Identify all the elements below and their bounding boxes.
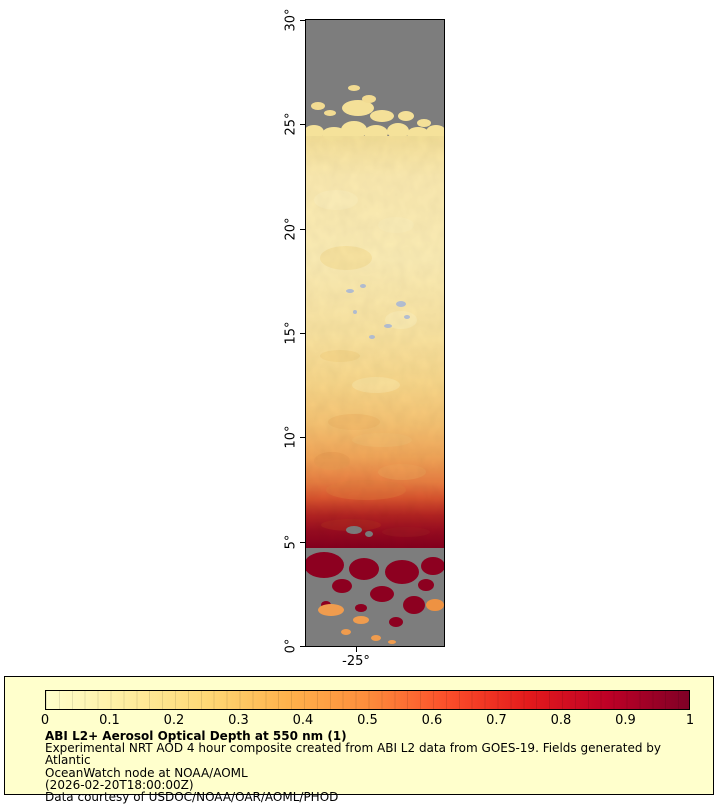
y-axis-tick-label: 30° (283, 8, 299, 32)
y-axis-tick-mark (300, 333, 305, 334)
caption-block: ABI L2+ Aerosol Optical Depth at 550 nm … (45, 730, 703, 803)
colorbar-tick-label: 0.7 (486, 713, 507, 728)
y-axis-tick-mark (300, 229, 305, 230)
y-axis-tick-label: 0° (283, 638, 299, 654)
colorbar-tick-label: 0.6 (421, 713, 443, 728)
colorbar-tick-label: 0.1 (99, 713, 120, 728)
y-axis-tick-mark (300, 124, 305, 125)
y-axis-tick-label: 5° (283, 534, 299, 550)
aod-map (305, 19, 445, 647)
y-axis-tick-label: 25° (283, 112, 299, 136)
x-axis-tick-label: -25° (342, 654, 370, 669)
colorbar-tick-label: 0.8 (550, 713, 572, 728)
caption-line: Experimental NRT AOD 4 hour composite cr… (45, 741, 661, 768)
aod-map-raster (306, 20, 444, 646)
colorbar-tick-label: 0.9 (615, 713, 636, 728)
y-axis-tick-label: 20° (283, 217, 299, 241)
colorbar-tick-label: 0.5 (357, 713, 378, 728)
y-axis-tick-mark (300, 646, 305, 647)
y-axis-tick-mark (300, 542, 305, 543)
legend-panel: 0 0.1 0.2 0.3 0.4 0.5 0.6 0.7 0.8 0.9 1 ABI L2+ Ae… (4, 676, 714, 803)
colorbar-tick-label: 0 (40, 713, 50, 728)
caption-line: OceanWatch node at NOAA/AOML (45, 765, 248, 780)
caption-title: ABI L2+ Aerosol Optical Depth at 550 nm … (45, 729, 347, 743)
caption-line: (2026-02-20T18:00:00Z) (45, 777, 194, 792)
colorbar-tick-label: 0.3 (228, 713, 249, 728)
y-axis-tick-label: 10° (283, 425, 299, 449)
colorbar-tick-label: 1 (685, 713, 695, 728)
y-axis-tick-mark (300, 20, 305, 21)
colorbar-gradient (45, 690, 690, 710)
caption-line: Data courtesy of USDOC/NOAA/OAR/AOML/PHO… (45, 790, 339, 804)
y-axis-tick-label: 15° (283, 321, 299, 345)
colorbar-tick-label: 0.4 (292, 713, 314, 728)
y-axis-tick-mark (300, 437, 305, 438)
colorbar-tick-label: 0.2 (163, 713, 185, 728)
x-axis-tick-mark (356, 647, 357, 652)
